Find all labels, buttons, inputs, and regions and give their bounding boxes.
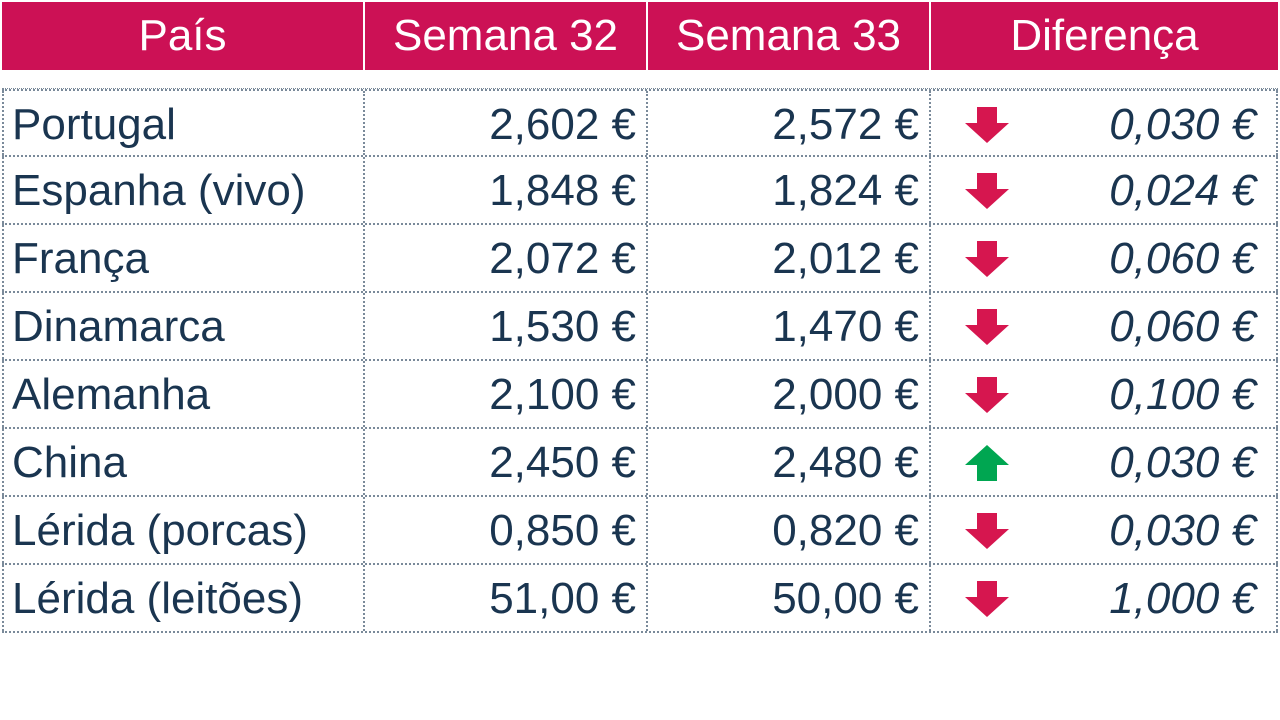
country-cell: Espanha (vivo) [2, 157, 365, 223]
difference-cell: 0,024 € [931, 157, 1278, 223]
week33-price-cell: 2,572 € [648, 91, 931, 155]
table-row: Dinamarca 1,530 €1,470 € 0,060 € [2, 293, 1278, 361]
arrow-down-icon [963, 513, 1011, 549]
table-row: Espanha (vivo) 1,848 €1,824 € 0,024 € [2, 157, 1278, 225]
header-difference: Diferença [1010, 11, 1199, 60]
week32-price-cell: 2,450 € [365, 429, 648, 495]
difference-cell: 0,060 € [931, 225, 1278, 291]
header-week32: Semana 32 [365, 2, 648, 70]
difference-cell: 0,030 € [931, 429, 1278, 495]
header-country: País [2, 2, 365, 70]
week33-price-cell: 2,480 € [648, 429, 931, 495]
country-cell: Dinamarca [2, 293, 365, 359]
country-cell: França [2, 225, 365, 291]
week32-price-cell: 1,848 € [365, 157, 648, 223]
arrow-up-icon [963, 445, 1011, 481]
week33-price-cell: 1,470 € [648, 293, 931, 359]
arrow-down-icon [963, 309, 1011, 345]
country-cell: Alemanha [2, 361, 365, 427]
table-header: País Semana 32 Semana 33 Diferença [2, 2, 1278, 70]
difference-cell: 0,100 € [931, 361, 1278, 427]
table-row: Alemanha 2,100 €2,000 € 0,100 € [2, 361, 1278, 429]
week32-price-cell: 51,00 € [365, 565, 648, 631]
week33-price-cell: 2,000 € [648, 361, 931, 427]
difference-value: 0,100 € [1109, 370, 1256, 419]
table-row: Lérida (leitões) 51,00 €50,00 € 1,000 € [2, 565, 1278, 633]
week33-price-cell: 1,824 € [648, 157, 931, 223]
table-row: China 2,450 €2,480 € 0,030 € [2, 429, 1278, 497]
table-row: Lérida (porcas) 0,850 €0,820 € 0,030 € [2, 497, 1278, 565]
difference-value: 0,030 € [1109, 438, 1256, 487]
difference-value: 0,060 € [1109, 234, 1256, 283]
difference-value: 1,000 € [1109, 574, 1256, 623]
arrow-down-icon [963, 581, 1011, 617]
table-row: Portugal 2,602 €2,572 € 0,030 € [2, 89, 1278, 157]
week32-price-cell: 2,602 € [365, 91, 648, 155]
difference-value: 0,030 € [1109, 506, 1256, 555]
country-cell: Portugal [2, 91, 365, 155]
week32-price-cell: 2,100 € [365, 361, 648, 427]
difference-cell: 0,030 € [931, 91, 1278, 155]
arrow-down-icon [963, 107, 1011, 143]
country-cell: Lérida (leitões) [2, 565, 365, 631]
week33-price-cell: 50,00 € [648, 565, 931, 631]
table-body: Portugal 2,602 €2,572 € 0,030 € Espanha (vi… [2, 88, 1278, 633]
arrow-down-icon [963, 173, 1011, 209]
table-row: França 2,072 €2,012 € 0,060 € [2, 225, 1278, 293]
difference-cell: 0,030 € [931, 497, 1278, 563]
country-cell: Lérida (porcas) [2, 497, 365, 563]
difference-cell: 1,000 € [931, 565, 1278, 631]
difference-cell: 0,060 € [931, 293, 1278, 359]
arrow-down-icon [963, 377, 1011, 413]
country-cell: China [2, 429, 365, 495]
week33-price-cell: 2,012 € [648, 225, 931, 291]
week32-price-cell: 2,072 € [365, 225, 648, 291]
week32-price-cell: 1,530 € [365, 293, 648, 359]
week33-price-cell: 0,820 € [648, 497, 931, 563]
header-week33: Semana 33 [648, 2, 931, 70]
price-table: País Semana 32 Semana 33 Diferença Portu… [2, 2, 1278, 633]
arrow-down-icon [963, 241, 1011, 277]
difference-value: 0,024 € [1109, 166, 1256, 215]
header-gap [2, 70, 1278, 88]
week32-price-cell: 0,850 € [365, 497, 648, 563]
difference-value: 0,030 € [1109, 100, 1256, 149]
difference-value: 0,060 € [1109, 302, 1256, 351]
